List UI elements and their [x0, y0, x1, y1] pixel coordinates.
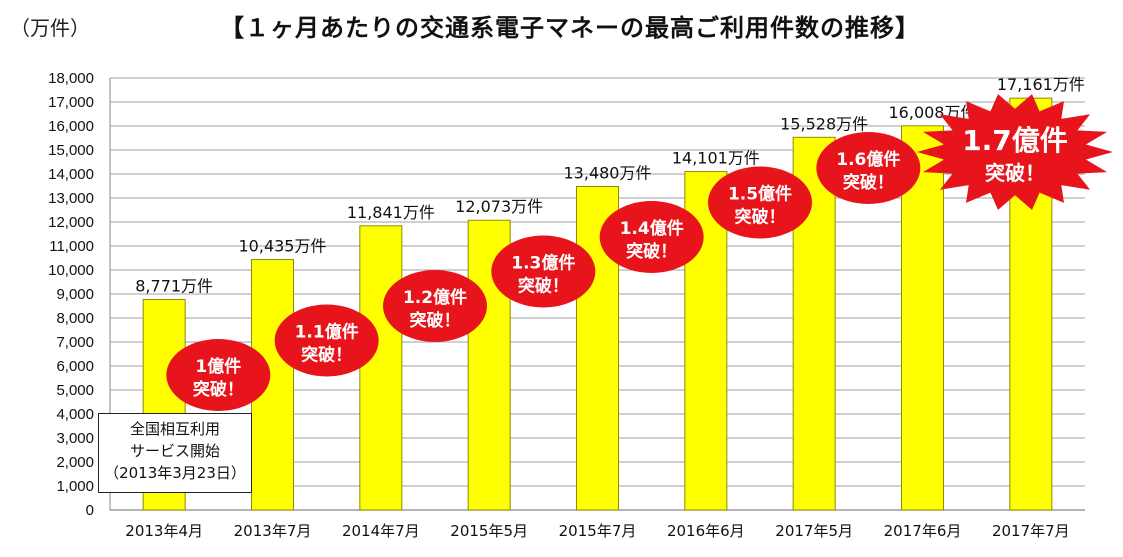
badge-line-2: 突破！ — [301, 345, 352, 366]
y-tick-label: 3,000 — [56, 430, 94, 447]
badge-line-1: 1.6億件 — [836, 149, 900, 170]
badge-line-1: 1.5億件 — [728, 184, 792, 205]
y-tick-label: 5,000 — [56, 382, 94, 399]
x-tick-label: 2017年5月 — [775, 522, 853, 540]
y-tick-label: 16,000 — [48, 118, 94, 135]
data-label: 11,841万件 — [347, 203, 435, 222]
badge-line-1: 1.3億件 — [511, 253, 575, 274]
y-tick-label: 1,000 — [56, 478, 94, 495]
service-start-note: 全国相互利用 サービス開始 （2013年3月23日） — [98, 413, 252, 493]
badge-line-2: 突破！ — [843, 172, 894, 193]
data-label: 12,073万件 — [455, 197, 543, 216]
milestone-badges: 1億件突破！1.1億件突破！1.2億件突破！1.3億件突破！1.4億件突破！1.… — [166, 94, 1113, 411]
data-label: 13,480万件 — [564, 163, 652, 182]
x-tick-label: 2015年5月 — [450, 522, 528, 540]
data-label: 15,528万件 — [780, 114, 868, 133]
x-tick-label: 2013年4月 — [125, 522, 203, 540]
y-tick-label: 7,000 — [56, 334, 94, 351]
y-tick-label: 11,000 — [49, 238, 94, 255]
badge-ellipse — [816, 132, 921, 204]
chart-title: 【１ヶ月あたりの交通系電子マネーの最高ご利用件数の推移】 — [220, 14, 920, 42]
y-tick-label: 4,000 — [56, 406, 94, 423]
badge-line-2: 突破！ — [518, 276, 569, 297]
badge-line-2: 突破！ — [735, 207, 786, 228]
y-tick-label: 13,000 — [48, 190, 94, 207]
badge-line-1: 1.2億件 — [403, 287, 467, 308]
data-label: 14,101万件 — [672, 149, 760, 168]
badge-ellipse — [274, 304, 379, 377]
x-tick-label: 2016年6月 — [667, 522, 745, 540]
x-tick-label: 2013年7月 — [234, 522, 312, 540]
note-line-3: （2013年3月23日） — [104, 464, 246, 482]
y-tick-label: 18,000 — [48, 70, 94, 87]
starburst-shape — [917, 94, 1113, 210]
y-axis-unit-label: （万件） — [10, 16, 90, 40]
badge-line-2: 突破！ — [193, 379, 244, 400]
badge-line-1: 1.7億件 — [962, 124, 1068, 157]
bar — [359, 225, 403, 511]
y-tick-label: 2,000 — [56, 454, 94, 471]
y-tick-label: 8,000 — [56, 310, 94, 327]
x-tick-label: 2017年7月 — [992, 522, 1070, 540]
note-line-1: 全国相互利用 — [129, 420, 220, 438]
y-tick-label: 6,000 — [56, 358, 94, 375]
y-tick-label: 17,000 — [48, 94, 94, 111]
data-label: 8,771万件 — [135, 276, 213, 295]
badge-line-1: 1億件 — [195, 356, 241, 377]
badge-line-1: 1.1億件 — [295, 322, 359, 343]
y-tick-label: 10,000 — [48, 262, 94, 279]
badge-ellipse — [166, 339, 271, 411]
badge-ellipse — [491, 235, 596, 308]
badge-line-2: 突破！ — [626, 241, 677, 262]
data-label: 10,435万件 — [239, 237, 327, 256]
x-tick-label: 2014年7月 — [342, 522, 420, 540]
x-tick-label: 2015年7月 — [559, 522, 637, 540]
x-tick-label: 2017年6月 — [884, 522, 962, 540]
x-axis-ticks: 2013年4月 2013年7月 2014年7月 2015年5月 2015年7月 2016年… — [125, 522, 1069, 540]
y-axis-ticks: 0 1,000 2,000 3,000 4,000 5,000 6,000 7,000 8,00… — [48, 70, 94, 519]
data-label: 17,161万件 — [997, 75, 1085, 94]
y-tick-label: 15,000 — [48, 142, 94, 159]
badge-ellipse — [599, 201, 704, 273]
badge-ellipse — [708, 166, 812, 239]
badge-line-2: 突破！ — [985, 161, 1045, 185]
y-tick-label: 9,000 — [56, 286, 94, 303]
badge-line-1: 1.4億件 — [620, 218, 684, 239]
badge-line-2: 突破！ — [410, 310, 461, 331]
note-line-2: サービス開始 — [129, 442, 220, 460]
y-tick-label: 0 — [86, 502, 94, 519]
y-tick-label: 14,000 — [48, 166, 94, 183]
y-tick-label: 12,000 — [48, 214, 94, 231]
badge-ellipse — [383, 270, 487, 342]
